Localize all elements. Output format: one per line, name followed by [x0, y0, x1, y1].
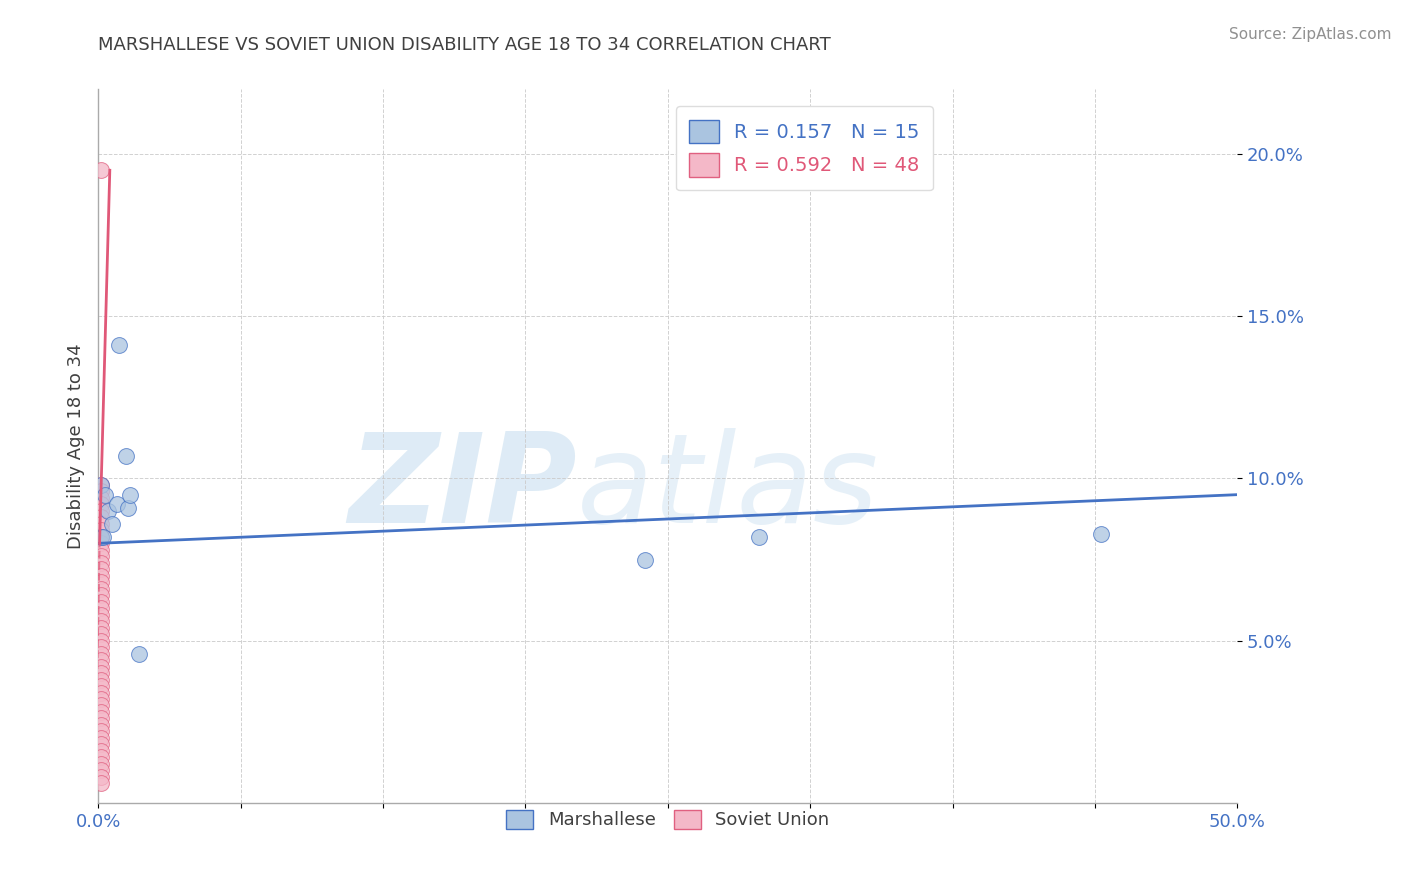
Point [90, 731, 112, 745]
Point [90, 530, 112, 544]
Point [90, 750, 112, 764]
Point [90, 653, 112, 667]
Point [90, 491, 112, 505]
Y-axis label: Disability Age 18 to 34: Disability Age 18 to 34 [66, 343, 84, 549]
Point [90, 673, 112, 687]
Point [90, 478, 112, 492]
Point [90, 647, 112, 661]
Text: atlas: atlas [576, 428, 879, 549]
Text: ZIP: ZIP [349, 428, 576, 549]
Point [634, 552, 657, 566]
Point [90, 718, 112, 732]
Point [90, 484, 112, 499]
Point [90, 575, 112, 590]
Point [90, 582, 112, 596]
Point [90, 614, 112, 628]
Point [120, 488, 142, 502]
Point [90, 516, 112, 531]
Point [90, 530, 112, 544]
Point [108, 338, 131, 352]
Point [105, 497, 128, 511]
Point [91, 530, 114, 544]
Point [90, 568, 112, 582]
Text: Source: ZipAtlas.com: Source: ZipAtlas.com [1229, 27, 1392, 42]
Point [90, 692, 112, 706]
Point [94, 488, 117, 502]
Legend: Marshallese, Soviet Union: Marshallese, Soviet Union [499, 803, 837, 837]
Point [90, 764, 112, 778]
Point [90, 744, 112, 758]
Point [114, 449, 136, 463]
Point [90, 621, 112, 635]
Point [90, 549, 112, 564]
Point [90, 524, 112, 538]
Point [1090, 526, 1112, 541]
Point [90, 705, 112, 719]
Point [90, 698, 112, 713]
Point [90, 542, 112, 557]
Point [90, 666, 112, 681]
Point [90, 679, 112, 693]
Point [90, 738, 112, 752]
Point [90, 633, 112, 648]
Point [90, 478, 112, 492]
Point [90, 627, 112, 641]
Point [90, 776, 112, 790]
Point [128, 647, 150, 661]
Point [90, 595, 112, 609]
Point [90, 497, 112, 511]
Point [90, 685, 112, 699]
Point [90, 770, 112, 784]
Point [96, 504, 118, 518]
Point [90, 536, 112, 550]
Point [90, 756, 112, 771]
Point [748, 530, 770, 544]
Point [90, 711, 112, 725]
Point [90, 601, 112, 615]
Point [90, 163, 112, 178]
Point [90, 724, 112, 739]
Point [90, 504, 112, 518]
Text: MARSHALLESE VS SOVIET UNION DISABILITY AGE 18 TO 34 CORRELATION CHART: MARSHALLESE VS SOVIET UNION DISABILITY A… [98, 36, 831, 54]
Point [90, 640, 112, 654]
Point [90, 607, 112, 622]
Point [101, 516, 124, 531]
Point [117, 500, 139, 515]
Point [90, 659, 112, 673]
Point [90, 588, 112, 602]
Point [90, 556, 112, 570]
Point [90, 562, 112, 576]
Point [90, 510, 112, 524]
